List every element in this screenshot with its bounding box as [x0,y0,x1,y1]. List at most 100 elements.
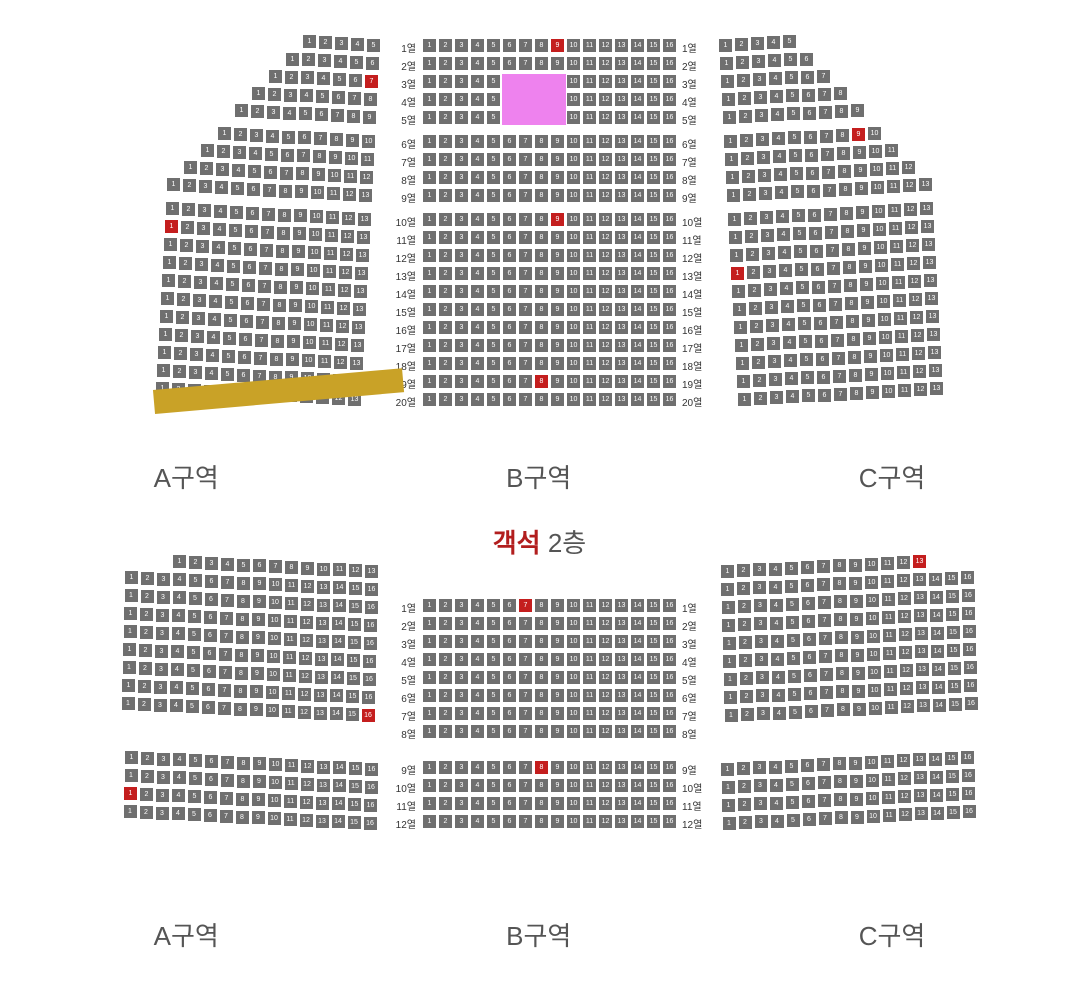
seat[interactable]: 2 [438,212,453,227]
seat[interactable]: 12 [896,573,911,588]
seat[interactable]: 10 [566,74,581,89]
seat[interactable]: 7 [259,243,274,258]
seat[interactable]: 14 [630,796,645,811]
seat[interactable]: 7 [830,333,845,348]
seat[interactable]: 10 [566,38,581,53]
seat[interactable]: 6 [801,596,816,611]
seat[interactable]: 4 [169,698,184,713]
seat[interactable]: 4 [170,644,185,659]
seat[interactable]: 6 [502,634,517,649]
seat[interactable]: 6 [241,278,256,293]
seat[interactable]: 5 [795,280,810,295]
seat[interactable]: 16 [662,374,677,389]
seat[interactable]: 8 [834,630,849,645]
seat[interactable]: 6 [502,392,517,407]
seat[interactable]: 5 [799,352,814,367]
seat[interactable]: 12 [897,789,912,804]
seat[interactable]: 8 [276,226,291,241]
seat[interactable]: 11 [582,284,597,299]
seat[interactable]: 12 [897,609,912,624]
seat[interactable]: 2 [438,634,453,649]
seat[interactable]: 7 [832,369,847,384]
seat[interactable]: 3 [454,724,469,739]
seat[interactable]: 5 [787,687,802,702]
seat[interactable]: 14 [630,92,645,107]
seat[interactable]: 1 [723,672,738,687]
seat[interactable]: 11 [283,614,298,629]
seat[interactable]: 14 [630,302,645,317]
seat[interactable]: 1 [736,374,751,389]
seat[interactable]: 7 [518,778,533,793]
seat[interactable]: 7 [255,315,270,330]
seat[interactable]: 5 [486,110,501,125]
seat[interactable]: 1 [732,302,747,317]
seat[interactable]: 11 [323,246,338,261]
seat[interactable]: 9 [294,184,309,199]
seat[interactable]: 12 [333,355,348,370]
seat[interactable]: 6 [807,208,822,223]
seat[interactable]: 8 [836,146,851,161]
seat[interactable]: 2 [438,338,453,353]
seat[interactable]: 15 [646,212,661,227]
seat[interactable]: 5 [332,72,347,87]
seat[interactable]: 12 [598,248,613,263]
seat[interactable]: 8 [363,92,378,107]
seat[interactable]: 10 [566,598,581,613]
seat[interactable]: 2 [438,110,453,125]
seat[interactable]: 10 [266,649,281,664]
seat[interactable]: 4 [772,706,787,721]
seat[interactable]: 8 [834,104,849,119]
seat[interactable]: 6 [243,242,258,257]
seat[interactable]: 1 [720,74,735,89]
seat[interactable]: 2 [745,247,760,262]
seat[interactable]: 12 [598,188,613,203]
seat[interactable]: 7 [818,631,833,646]
seat[interactable]: 5 [792,226,807,241]
seat[interactable]: 5 [486,724,501,739]
seat[interactable]: 1 [217,126,232,141]
seat[interactable]: 5 [486,392,501,407]
seat[interactable]: 5 [486,134,501,149]
seat[interactable]: 10 [566,266,581,281]
seat[interactable]: 15 [646,356,661,371]
seat[interactable]: 7 [219,611,234,626]
seat[interactable]: 3 [769,390,784,405]
seat[interactable]: 12 [598,38,613,53]
seat[interactable]: 1 [285,52,300,67]
seat[interactable]: 10 [566,688,581,703]
seat[interactable]: 8 [833,774,848,789]
seat[interactable]: 5 [486,74,501,89]
seat[interactable]: 4 [214,180,229,195]
seat[interactable]: 13 [912,554,927,569]
seat[interactable]: 4 [770,107,785,122]
seat[interactable]: 1 [725,170,740,185]
seat[interactable]: 10 [881,384,896,399]
seat[interactable]: 14 [630,338,645,353]
seat[interactable]: 13 [313,688,328,703]
seat[interactable]: 16 [662,284,677,299]
seat[interactable]: 2 [438,706,453,721]
seat[interactable]: 5 [187,609,202,624]
seat[interactable]: 13 [358,188,373,203]
seat[interactable]: 12 [598,110,613,125]
seat[interactable]: 3 [232,145,247,160]
seat[interactable]: 12 [300,777,315,792]
seat[interactable]: 10 [566,134,581,149]
seat[interactable]: 16 [662,760,677,775]
seat[interactable]: 12 [598,338,613,353]
seat[interactable]: 3 [454,152,469,167]
seat[interactable]: 2 [438,688,453,703]
seat[interactable]: 12 [598,374,613,389]
seat[interactable]: 7 [518,230,533,245]
seat[interactable]: 2 [736,581,751,596]
seat[interactable]: 10 [566,374,581,389]
seat[interactable]: 6 [811,280,826,295]
seat[interactable]: 1 [422,92,437,107]
seat[interactable]: 14 [630,266,645,281]
seat[interactable]: 12 [905,238,920,253]
seat[interactable]: 1 [163,237,178,252]
seat[interactable]: 1 [251,86,266,101]
seat[interactable]: 14 [630,724,645,739]
seat[interactable]: 12 [897,771,912,786]
seat[interactable]: 2 [438,152,453,167]
